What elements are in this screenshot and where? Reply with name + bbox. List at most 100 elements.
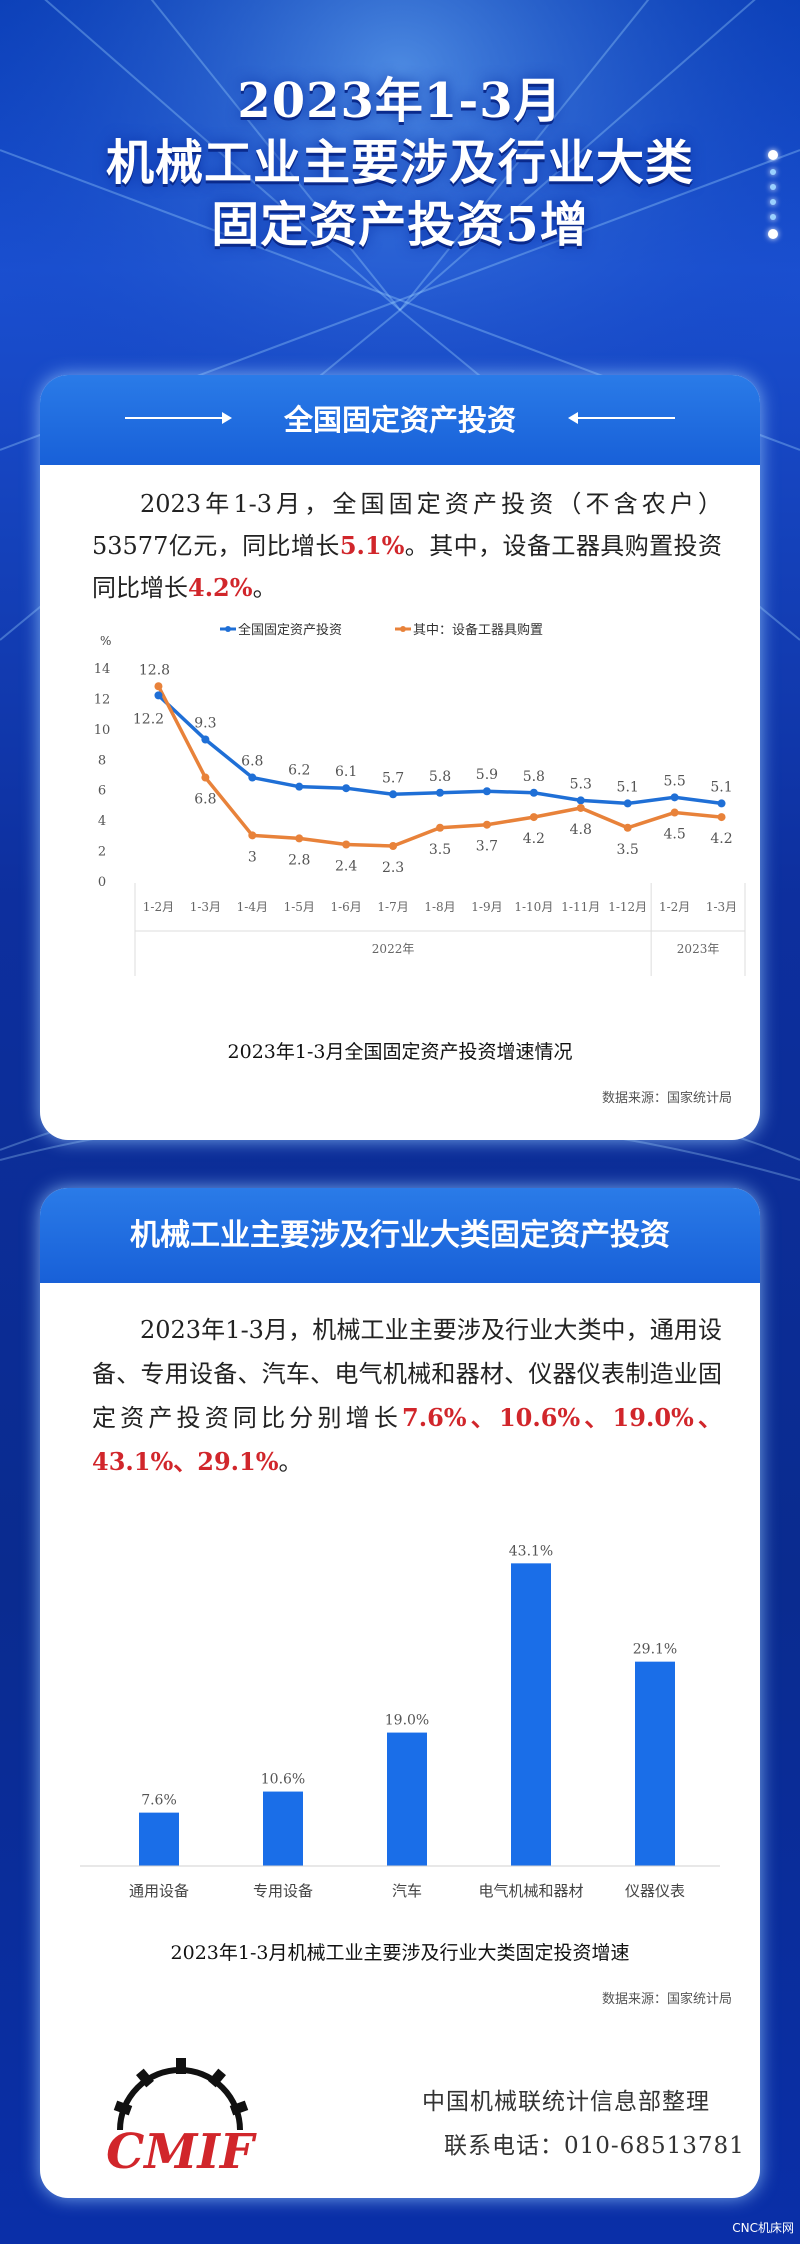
bar [635,1661,675,1866]
x-tick-label: 1-4月 [237,900,268,914]
data-point [436,788,444,797]
y-axis-unit: % [100,634,111,648]
data-point [576,803,585,812]
data-point [154,691,163,700]
legend-marker-blue [225,626,231,632]
data-label: 6.2 [288,763,310,779]
data-label: 5.8 [523,769,545,785]
section-1-header: 全国固定资产投资 [40,375,760,465]
data-label: 9.3 [194,716,216,732]
data-point [576,796,585,805]
x-tick-label: 1-7月 [377,900,408,914]
national-investment-card: 全国固定资产投资 2023年1-3月，全国固定资产投资（不含农户）53577亿元… [40,375,760,1140]
line-chart-caption: 2023年1-3月全国固定资产投资增速情况 [227,1041,573,1063]
decorative-dots [768,150,778,248]
line-chart: 全国固定资产投资 其中：设备工器具购置 % 0 2 4 6 8 10 12 14 12.2 9.… [94,623,746,976]
data-point [670,793,679,802]
chart-legend: 全国固定资产投资 其中：设备工器具购置 [220,623,543,638]
data-point [529,813,538,822]
site-watermark: CNC机床网 [732,2221,794,2235]
x-group-label: 2023年 [677,942,720,956]
bar [387,1732,427,1866]
section-1-paragraph: 2023年1-3月，全国固定资产投资（不含农户）53577亿元，同比增长5.1%… [92,483,722,609]
data-point [248,831,257,840]
title-line-2: 机械工业主要涉及行业大类 [105,135,694,191]
data-label: 5.1 [617,779,639,795]
data-label: 2.3 [382,860,404,876]
bar-value-label: 29.1% [633,1642,677,1658]
paragraph-text: 。 [252,574,277,602]
logo-text: CMIF [106,2124,257,2180]
bar-value-label: 10.6% [261,1772,305,1788]
data-label: 12.8 [139,662,170,678]
bar-value-label: 19.0% [385,1713,429,1729]
y-tick-label: 14 [94,662,111,677]
data-point [342,784,351,793]
bar [511,1563,551,1866]
data-label: 4.2 [523,831,545,847]
data-label: 5.8 [429,769,451,785]
data-point [201,735,210,744]
bar-chart: 7.6% 10.6% 19.0% 43.1% 29.1% 通用设备 专用设备 汽车 电气机械和… [80,1543,720,1900]
gear-tooth [113,2100,133,2116]
data-point [154,682,163,691]
data-label: 5.9 [476,767,498,783]
x-tick-label: 1-10月 [514,900,553,914]
x-tick-label: 1-12月 [608,900,647,914]
footer-organization: 中国机械联统计信息部整理 [422,2089,710,2115]
section-2-source: 数据来源：国家统计局 [601,1992,732,2007]
x-tick-label: 1-5月 [284,900,315,914]
data-point [389,790,398,799]
section-2-header: 机械工业主要涉及行业大类固定资产投资 [40,1188,760,1283]
data-label: 3 [248,849,257,865]
data-point [623,799,632,808]
bar-value-label: 43.1% [509,1543,553,1559]
x-tick-label: 专用设备 [253,1882,313,1900]
x-tick-label: 电气机械和器材 [478,1882,583,1900]
y-tick-label: 6 [98,784,106,799]
data-label: 4.2 [710,831,732,847]
data-label: 5.5 [663,773,685,789]
data-point [295,782,304,791]
data-label: 4.8 [570,822,592,838]
data-point [436,823,444,832]
page-title: 2023年1-3月 机械工业主要涉及行业大类 固定资产投资5增 [0,70,800,256]
data-label: 4.5 [663,827,685,843]
machinery-investment-card: 机械工业主要涉及行业大类固定资产投资 2023年1-3月，机械工业主要涉及行业大… [40,1188,760,2198]
section-1-heading: 全国固定资产投资 [283,403,516,437]
x-tick-label: 仪器仪表 [625,1882,685,1900]
bar-chart-caption: 2023年1-3月机械工业主要涉及行业大类固定投资增速 [170,1942,630,1964]
highlight-values: 7.6%、10.6%、19.0%、43.1%、29.1% [92,1403,723,1476]
data-point [529,788,538,797]
gear-tooth [176,2058,186,2074]
data-label: 5.3 [570,776,592,792]
data-label: 3.5 [617,842,639,858]
bar [139,1812,179,1866]
data-point [389,842,398,851]
gear-tooth [136,2068,154,2088]
y-tick-label: 12 [94,692,111,707]
footer-telephone: 联系电话：010-68513781 [444,2133,745,2159]
legend-marker-orange [400,626,406,632]
arrow-left-icon [568,412,675,424]
y-tick-label: 8 [98,753,106,768]
y-tick-label: 4 [98,814,106,829]
paragraph-text: 。其中，设备工器具购置投资同比增长 [92,532,722,602]
bar-value-label: 7.6% [141,1793,177,1809]
data-label: 2.8 [288,852,310,868]
x-tick-label: 汽车 [392,1882,422,1900]
cmif-logo: CMIF [106,2058,257,2180]
section-2-heading: 机械工业主要涉及行业大类固定资产投资 [130,1218,670,1253]
data-point [482,787,491,796]
data-label: 2.4 [335,858,357,874]
x-tick-label: 通用设备 [129,1882,189,1900]
gear-tooth [229,2100,249,2116]
data-label: 5.7 [382,770,404,786]
highlight-value: 4.2% [188,573,253,602]
data-point [717,799,726,808]
data-label: 6.8 [194,792,216,808]
data-point [670,808,679,817]
x-tick-label: 1-11月 [561,900,600,914]
data-point [248,773,257,782]
x-tick-label: 1-6月 [330,900,361,914]
